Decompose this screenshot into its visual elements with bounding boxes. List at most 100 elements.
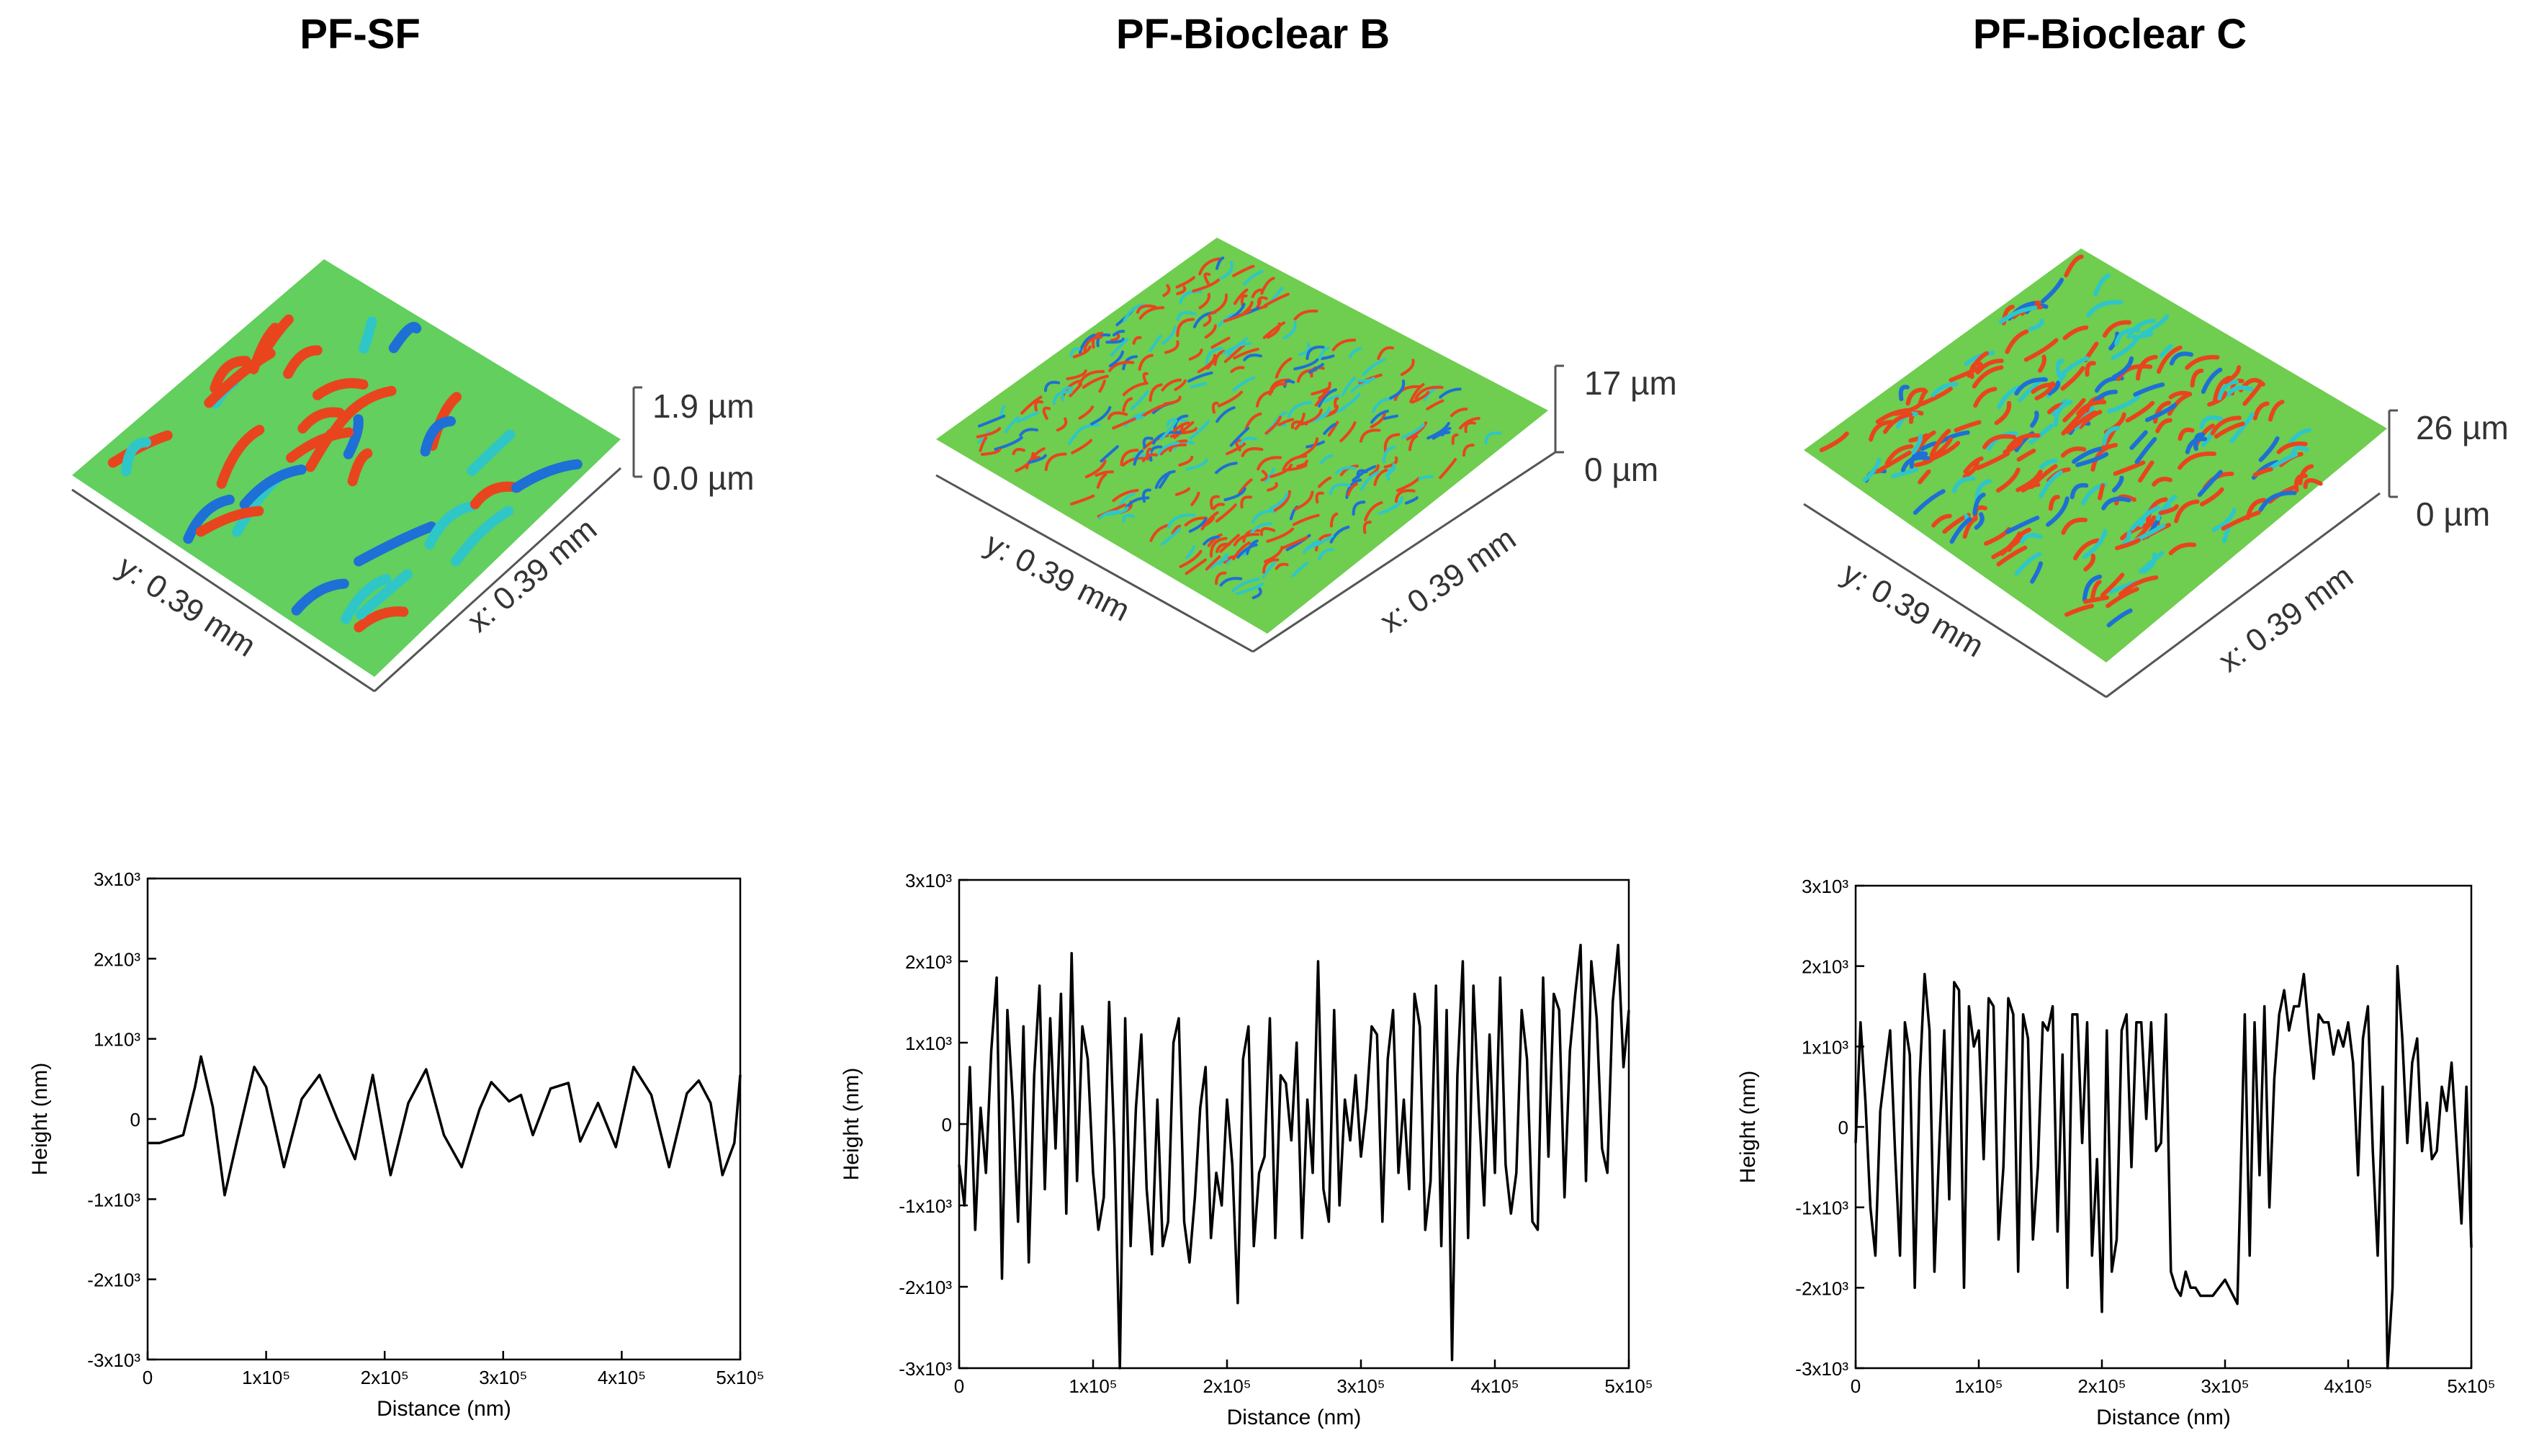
profile-chart-pf-bioclear-b: -3x10³ -2x10³ -1x10³ 0 1x10³ 2x10³ 3x10³ 0 1x10⁵… xyxy=(840,870,1653,1429)
surface-ridge xyxy=(1329,483,1351,495)
surface-ridge xyxy=(994,436,1023,451)
surface-ridge xyxy=(2058,356,2090,378)
y-tick-label: -2x10³ xyxy=(1795,1277,1848,1299)
y-tick-label: 2x10³ xyxy=(1802,956,1848,978)
surface-ridge xyxy=(1378,500,1403,515)
surface-ridge xyxy=(1205,346,1223,368)
surface-ridge xyxy=(1230,366,1245,373)
surface-ridge xyxy=(1232,264,1255,277)
y-tick-label: 0 xyxy=(130,1109,140,1131)
x-tick-label: 0 xyxy=(954,1375,964,1397)
surface-ridge xyxy=(1293,358,1319,371)
surface-ridge xyxy=(1251,509,1277,523)
surface-ridge xyxy=(1108,361,1135,372)
z-min-label: 0 µm xyxy=(2416,495,2490,533)
surface-ridge xyxy=(1223,308,1252,323)
surface-ridge xyxy=(977,414,1006,428)
surface-ridge xyxy=(1079,333,1096,354)
surface-ridge xyxy=(312,378,369,400)
surface-ridge xyxy=(1409,383,1425,403)
surface-ridge xyxy=(1229,426,1250,447)
surface-ridge xyxy=(1203,314,1212,327)
surface-ridge xyxy=(1997,385,2021,409)
surface-ridge xyxy=(2178,451,2216,470)
surface-ridge xyxy=(1262,561,1277,579)
surface-ridge xyxy=(1949,517,1972,544)
surface-ridge xyxy=(1244,412,1262,431)
surface-ridge xyxy=(1192,278,1221,293)
surface-texture xyxy=(1819,254,2323,628)
surface-ridge xyxy=(210,356,251,394)
surface-ridge xyxy=(2102,426,2121,446)
surface-ridge xyxy=(1142,436,1154,449)
surface-ridge xyxy=(2090,443,2118,472)
surface-ridge xyxy=(1132,336,1142,345)
surface-ridge xyxy=(1257,456,1282,471)
surface-ridge xyxy=(2039,458,2058,469)
surface-ridge xyxy=(1138,306,1165,320)
surface-ridge xyxy=(1240,495,1252,509)
surface-ridge xyxy=(1233,288,1249,305)
surface-ridge xyxy=(1315,491,1324,504)
surface-ridge xyxy=(388,322,422,354)
surface-ridge xyxy=(1122,397,1133,413)
surface-ridge xyxy=(1264,467,1275,483)
surface-ridge xyxy=(1439,387,1462,399)
surface-ridge xyxy=(1175,487,1190,496)
x-tick-label: 0 xyxy=(1851,1375,1861,1397)
surface-ridge xyxy=(1043,380,1060,392)
surface-ridge xyxy=(2098,483,2106,500)
surface-ridge xyxy=(1133,449,1144,466)
surface-ridge xyxy=(1215,256,1225,270)
surface-ridge xyxy=(1251,288,1264,298)
surface-ridge xyxy=(2214,421,2245,439)
surface-ridge xyxy=(1138,354,1154,371)
surface-ridge xyxy=(1306,440,1325,449)
surface-ridge xyxy=(2298,464,2314,485)
x-axis-edge xyxy=(373,467,622,693)
surface-ridge xyxy=(354,606,409,633)
surface-ridge xyxy=(1166,418,1187,427)
surface-ridge xyxy=(2145,497,2168,523)
surface-ridge xyxy=(1179,289,1203,305)
surface-ridge xyxy=(1262,558,1280,574)
surface-ridge xyxy=(1347,482,1358,496)
surface-ridge xyxy=(1098,379,1106,393)
y-tick-label: 0 xyxy=(942,1114,952,1136)
surface-ridge xyxy=(2100,572,2125,598)
surface-ridge xyxy=(2276,441,2308,454)
surface-ridge xyxy=(1998,305,2038,324)
surface-ridge xyxy=(2061,517,2088,535)
y-tick-label: -1x10³ xyxy=(899,1195,952,1217)
surface-ridge xyxy=(2040,277,2064,304)
z-min-label: 0.0 µm xyxy=(652,459,755,497)
surface-ridge xyxy=(2114,328,2141,346)
surface-ridge xyxy=(2197,469,2223,498)
surface-ridge xyxy=(1217,313,1235,327)
surface-ridge xyxy=(1070,494,1095,505)
surface-ridge xyxy=(1105,506,1129,516)
surface-ridge xyxy=(1210,557,1228,569)
x-dimension-label: x: 0.39 mm xyxy=(1374,521,1522,639)
surface-ridge xyxy=(183,494,235,544)
surface-ridge xyxy=(2129,430,2148,450)
surface-ridge xyxy=(2133,382,2165,397)
surface-ridge xyxy=(1233,533,1260,547)
surface-ridge xyxy=(2030,410,2039,428)
surface-ridge xyxy=(999,405,1006,416)
surface-ridge xyxy=(2136,354,2158,381)
surface-ridge xyxy=(1451,433,1459,445)
surface-ridge xyxy=(1223,343,1246,363)
y-axis-label: Height (nm) xyxy=(1736,1071,1760,1184)
surface-ridge xyxy=(329,385,397,436)
surface-ridge xyxy=(2006,433,2041,451)
surface-ridge xyxy=(1173,414,1189,431)
surface-ridge xyxy=(1061,386,1074,402)
surface-ridge xyxy=(1141,453,1158,462)
surface-ridge xyxy=(2028,423,2054,445)
surface-ridge xyxy=(1203,272,1211,285)
surface-ridge xyxy=(1260,277,1275,295)
surface-ridge xyxy=(1406,421,1428,441)
surface-ridge xyxy=(2118,575,2159,596)
surface-ridge xyxy=(1296,459,1308,468)
